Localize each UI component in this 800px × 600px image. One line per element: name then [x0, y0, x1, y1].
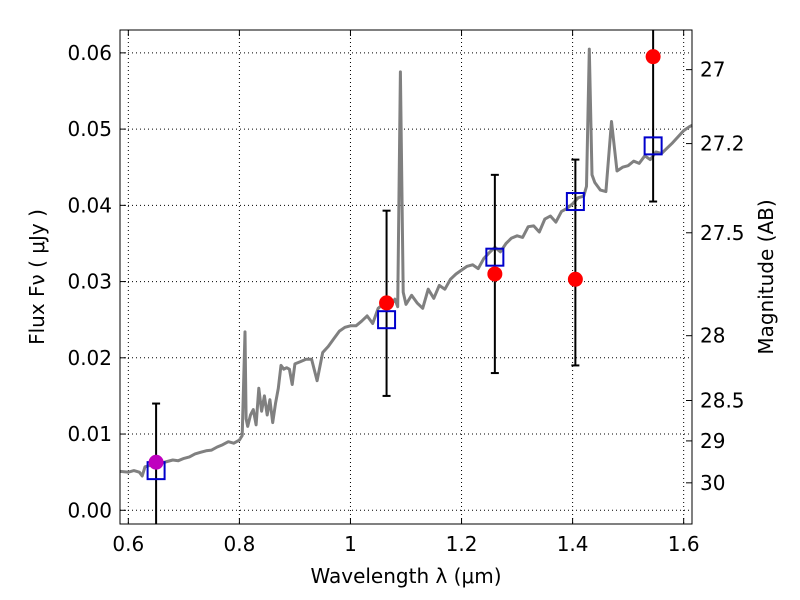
plot-area [120, 30, 692, 524]
x-tick-label: 0.8 [223, 532, 255, 556]
right-tick-label: 28 [700, 324, 725, 348]
x-tick-label: 1.6 [668, 532, 700, 556]
x-tick-label: 1.4 [557, 532, 589, 556]
observed-point-highlight [148, 454, 164, 470]
observed-point [567, 271, 583, 287]
observed-markers [148, 49, 661, 470]
plot-frame [119, 29, 693, 525]
x-axis-ticks: 0.6 0.8 1 1.2 1.4 1.6 [112, 30, 700, 556]
y-tick-label: 0.03 [67, 270, 112, 294]
x-tick-label: 0.6 [112, 532, 144, 556]
right-axis-ticks: 27 27.2 27.5 28 28.5 29 30 [686, 58, 745, 495]
model-band-square [485, 247, 505, 267]
y-tick-label: 0.04 [67, 193, 112, 217]
y-axis-label: Flux Fν ( μJy ) [25, 209, 49, 345]
x-tick-label: 1 [344, 532, 357, 556]
model-band-square [643, 136, 663, 156]
right-tick-label: 27.5 [700, 221, 745, 245]
y-tick-label: 0.06 [67, 41, 112, 65]
y-tick-label: 0.05 [67, 117, 112, 141]
model-band-square [377, 310, 397, 330]
y-tick-label: 0.00 [67, 498, 112, 522]
y-tick-label: 0.01 [67, 422, 112, 446]
grid-lines [120, 30, 692, 524]
observed-point [645, 49, 661, 65]
observed-point [487, 266, 503, 282]
right-tick-label: 27 [700, 58, 725, 82]
right-tick-label: 28.5 [700, 389, 745, 413]
y-tick-label: 0.02 [67, 346, 112, 370]
x-axis-label: Wavelength λ (μm) [310, 564, 501, 588]
x-tick-label: 1.2 [446, 532, 478, 556]
model-band-square [565, 192, 585, 212]
right-tick-label: 29 [700, 429, 725, 453]
right-tick-label: 27.2 [700, 132, 745, 156]
right-axis-label: Magnitude (AB) [754, 199, 778, 354]
y-axis-ticks: 0.00 0.01 0.02 0.03 0.04 0.05 0.06 [67, 41, 126, 522]
right-tick-label: 30 [700, 471, 725, 495]
observed-point [379, 295, 395, 311]
